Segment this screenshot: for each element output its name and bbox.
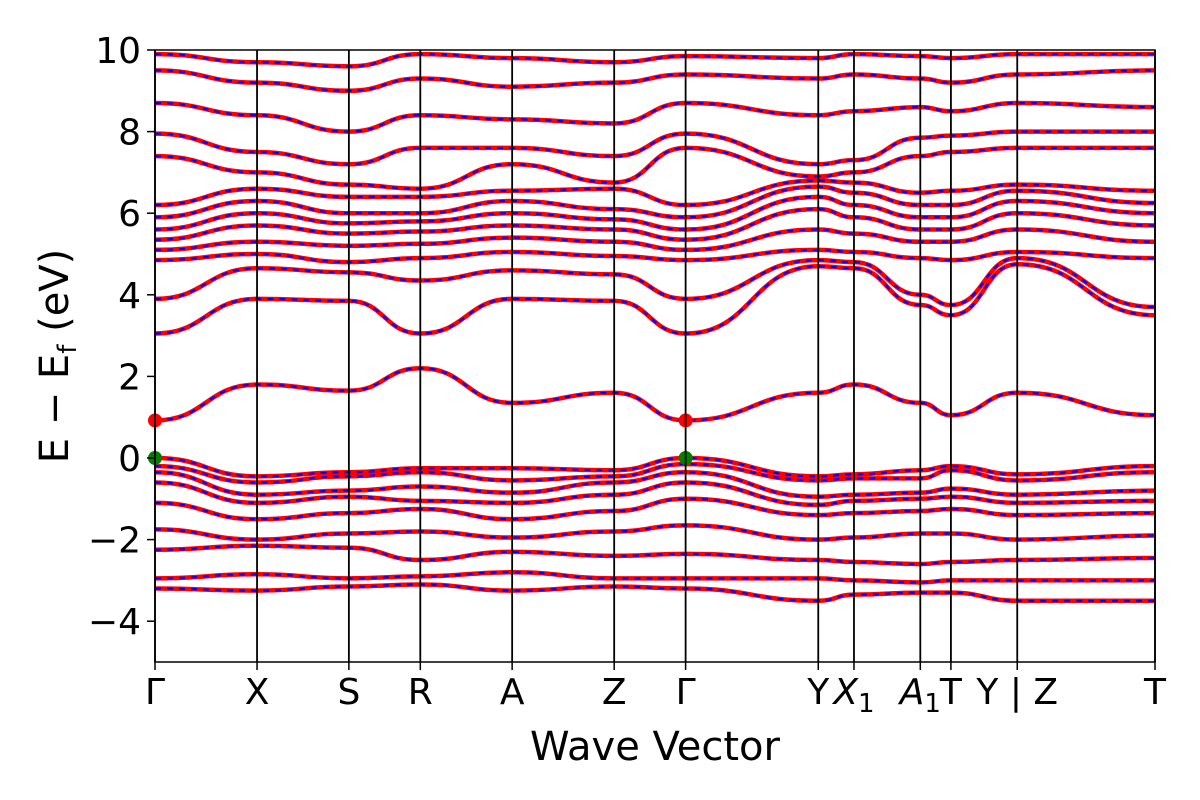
x-tick-label-part: Y [806, 672, 830, 713]
x-tick-label: A [500, 672, 525, 713]
y-axis-ticks: −4 −2 0 2 4 6 8 10 [88, 31, 155, 643]
band-line-overlay-22 [155, 52, 1155, 68]
band-line-20 [155, 100, 1155, 134]
y-tick-label: 2 [118, 357, 141, 398]
x-tick-label: T [1143, 672, 1167, 713]
band-line-overlay-18 [155, 146, 1155, 190]
band-line-21 [155, 68, 1155, 94]
x-tick-label-part: Γ [676, 672, 696, 713]
band-line-8 [155, 569, 1155, 585]
bands-layer [155, 51, 1155, 604]
x-tick-label-part: A [500, 672, 525, 713]
x-tick-label-part: S [337, 672, 360, 713]
band-line-overlay-21 [155, 69, 1155, 92]
x-tick-label-sub: 1 [858, 689, 875, 719]
x-tick-label: Z [602, 672, 627, 713]
x-tick-label: Y [806, 672, 830, 713]
x-tick-label-part: T [939, 672, 963, 713]
x-tick-label-part: A [898, 672, 925, 713]
band-line-22 [155, 51, 1155, 69]
y-axis-label-main: E − E [32, 354, 78, 464]
band-line-overlay-15 [155, 195, 1155, 231]
x-tick-label-part: Γ [145, 672, 165, 713]
y-tick-label: −2 [88, 521, 141, 562]
x-tick-label-part: T [1143, 672, 1167, 713]
y-tick-label: 6 [118, 194, 141, 235]
x-tick-label: R [408, 672, 433, 713]
band-line-7 [155, 543, 1155, 567]
band-line-9 [155, 582, 1155, 604]
x-tick-label: A1 [898, 672, 941, 719]
x-tick-label: X1 [831, 672, 874, 719]
band-line-0 [155, 365, 1155, 423]
y-tick-label: 4 [118, 276, 141, 317]
x-tick-label: S [337, 672, 360, 713]
x-tick-label: X [245, 672, 270, 713]
y-axis-label: E − Ef (eV) [32, 249, 83, 464]
x-tick-label-part: Z [602, 672, 627, 713]
x-tick-label-part: X [831, 672, 859, 713]
x-tick-label-part: Z [1022, 672, 1058, 713]
x-tick-label-part: | [998, 672, 1022, 713]
x-tick-label: Y | Z [975, 672, 1058, 713]
x-tick-label: Γ [676, 672, 696, 713]
y-axis-label-sub: f [53, 344, 83, 354]
band-line-18 [155, 145, 1155, 191]
band-line-13 [155, 227, 1155, 253]
x-tick-label-sub: 1 [924, 689, 941, 719]
y-tick-label: 10 [95, 31, 141, 72]
x-axis-label: Wave Vector [530, 724, 781, 770]
x-tick-label-part: R [408, 672, 433, 713]
x-tick-label-part: X [245, 672, 270, 713]
y-tick-label: 0 [118, 439, 141, 480]
y-tick-label: 8 [118, 113, 141, 154]
band-line-overlay-20 [155, 101, 1155, 133]
plot-frame [154, 49, 1156, 663]
x-tick-label: T [939, 672, 963, 713]
band-line-6 [155, 523, 1155, 542]
y-axis-label-unit: (eV) [32, 249, 78, 345]
x-tick-label: Γ [145, 672, 165, 713]
y-tick-label: −4 [88, 602, 141, 643]
x-tick-label-part: Y [975, 672, 999, 713]
